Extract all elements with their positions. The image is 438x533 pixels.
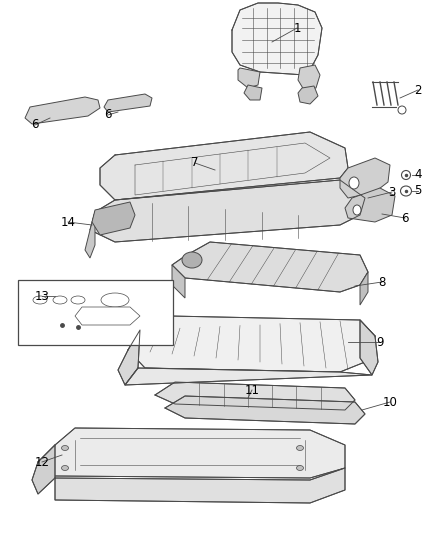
Text: 8: 8: [378, 276, 386, 288]
Polygon shape: [75, 307, 140, 325]
Ellipse shape: [53, 296, 67, 304]
Polygon shape: [125, 368, 372, 385]
Ellipse shape: [61, 465, 68, 471]
Polygon shape: [104, 94, 152, 112]
Polygon shape: [128, 316, 375, 372]
Text: 2: 2: [414, 84, 422, 96]
Text: 14: 14: [60, 215, 75, 229]
FancyBboxPatch shape: [18, 280, 173, 345]
Polygon shape: [244, 85, 262, 100]
Text: 12: 12: [35, 456, 49, 469]
Polygon shape: [38, 428, 345, 478]
Ellipse shape: [297, 446, 304, 450]
Text: 13: 13: [35, 289, 49, 303]
Text: 11: 11: [244, 384, 259, 397]
Polygon shape: [85, 212, 95, 258]
Polygon shape: [165, 396, 365, 424]
Polygon shape: [90, 180, 365, 242]
Ellipse shape: [400, 186, 411, 196]
Text: 1: 1: [293, 21, 301, 35]
Ellipse shape: [353, 205, 361, 215]
Text: 10: 10: [382, 395, 397, 408]
Polygon shape: [172, 242, 368, 292]
Polygon shape: [172, 265, 185, 298]
Polygon shape: [298, 65, 320, 90]
Polygon shape: [118, 330, 140, 385]
Text: 6: 6: [31, 118, 39, 132]
Ellipse shape: [71, 296, 85, 304]
Text: 6: 6: [401, 212, 409, 224]
Polygon shape: [345, 188, 395, 222]
Polygon shape: [155, 382, 355, 410]
Ellipse shape: [297, 465, 304, 471]
Polygon shape: [340, 158, 390, 198]
Polygon shape: [360, 272, 368, 305]
Polygon shape: [298, 86, 318, 104]
Ellipse shape: [349, 177, 359, 189]
Ellipse shape: [182, 252, 202, 268]
Ellipse shape: [398, 106, 406, 114]
Text: 3: 3: [389, 185, 396, 198]
Text: 6: 6: [104, 109, 112, 122]
Ellipse shape: [101, 293, 129, 307]
Polygon shape: [100, 132, 348, 200]
Text: 5: 5: [414, 184, 422, 198]
Ellipse shape: [33, 296, 47, 304]
Text: 4: 4: [414, 168, 422, 182]
Polygon shape: [25, 97, 100, 124]
Ellipse shape: [61, 446, 68, 450]
Polygon shape: [232, 3, 322, 75]
Text: 9: 9: [376, 335, 384, 349]
Polygon shape: [238, 68, 260, 88]
Ellipse shape: [402, 171, 410, 180]
Polygon shape: [92, 202, 135, 235]
Polygon shape: [32, 445, 55, 494]
Polygon shape: [55, 468, 345, 503]
Polygon shape: [360, 320, 378, 375]
Text: 7: 7: [191, 157, 199, 169]
